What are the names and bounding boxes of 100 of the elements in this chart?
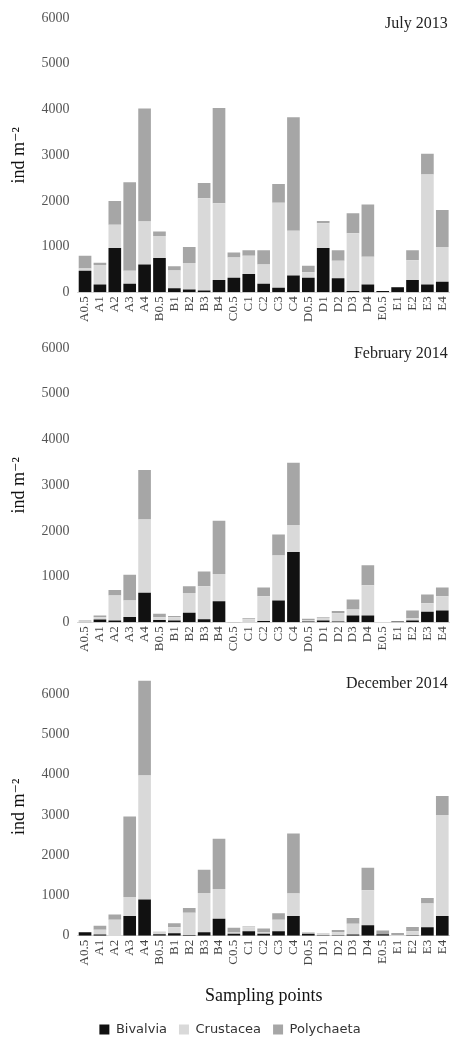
x-tick-label: C3	[269, 296, 285, 312]
x-tick-label: A4	[136, 939, 151, 956]
chart-title: December 2014	[345, 674, 448, 692]
x-tick-label: C4	[284, 295, 300, 312]
x-axis-title: Sampling points	[204, 984, 323, 1005]
x-tick-label: B1	[165, 296, 181, 312]
y-tick-label: 3000	[41, 476, 70, 492]
x-tick-label: E0.5	[374, 626, 390, 651]
x-tick-label: E2	[403, 296, 419, 311]
y-tick-label: 4000	[41, 101, 70, 117]
x-tick-label: D0.5	[299, 626, 315, 652]
y-tick-label: 5000	[41, 385, 70, 401]
y-tick-label: 3000	[41, 806, 70, 822]
x-tick-label: A1	[91, 626, 107, 643]
chart-title: February 2014	[353, 344, 448, 363]
legend-label: Crustacea	[195, 1020, 262, 1036]
x-tick-label: A1	[91, 296, 107, 313]
x-tick-label: B4	[210, 295, 226, 312]
x-tick-label: A3	[121, 939, 137, 956]
x-tick-label: C3	[269, 626, 285, 642]
y-tick-label: 6000	[41, 9, 70, 25]
x-tick-label: C2	[255, 939, 271, 955]
x-tick-label: D3	[344, 296, 360, 313]
x-tick-label: D4	[359, 295, 375, 313]
x-tick-label: E2	[403, 626, 419, 641]
x-tick-label: C2	[255, 296, 271, 312]
x-tick-label: E3	[418, 626, 434, 641]
x-tick-label: E3	[418, 939, 434, 955]
x-tick-label: D4	[359, 625, 375, 643]
x-tick-label: C3	[269, 939, 285, 955]
y-tick-label: 2000	[41, 192, 70, 208]
x-tick-label: A2	[106, 626, 122, 643]
x-tick-label: E0.5	[374, 939, 390, 964]
y-tick-label: 2000	[41, 846, 70, 862]
x-tick-label: C0.5	[225, 296, 241, 322]
y-tick-label: 1000	[41, 238, 70, 254]
x-tick-label: E4	[433, 625, 449, 641]
y-tick-label: 4000	[41, 766, 70, 782]
x-tick-label: B2	[180, 939, 196, 955]
legend-label: Polychaeta	[289, 1020, 361, 1036]
x-tick-label: D2	[329, 939, 345, 956]
x-tick-label: A4	[136, 295, 151, 313]
x-tick-label: C1	[240, 296, 256, 312]
x-tick-label: D1	[314, 939, 330, 956]
y-axis-title: ind m⁻²	[7, 126, 28, 184]
x-tick-label: B2	[180, 626, 196, 642]
x-tick-label: E2	[403, 939, 419, 955]
x-tick-label: E4	[433, 295, 449, 311]
x-tick-label: B3	[195, 626, 211, 642]
y-tick-label: 0	[62, 614, 70, 630]
x-tick-label: A3	[121, 626, 137, 643]
x-tick-label: A2	[106, 296, 122, 313]
x-tick-label: A1	[91, 939, 107, 956]
x-tick-label: D2	[329, 296, 345, 313]
x-tick-label: B1	[165, 626, 181, 642]
x-tick-label: E1	[389, 626, 405, 641]
x-tick-label: B0.5	[150, 939, 166, 965]
x-tick-label: C4	[284, 625, 300, 642]
y-tick-label: 4000	[41, 431, 70, 447]
x-tick-label: D4	[359, 939, 375, 956]
x-tick-label: D0.5	[299, 939, 315, 966]
x-tick-label: B0.5	[150, 296, 166, 322]
x-tick-label: D3	[344, 626, 360, 643]
x-tick-label: B4	[210, 625, 226, 642]
x-tick-label: C0.5	[225, 939, 241, 965]
x-tick-label: B3	[195, 296, 211, 312]
x-tick-label: A0.5	[76, 296, 92, 322]
x-tick-label: B0.5	[150, 626, 166, 652]
x-tick-label: C0.5	[225, 626, 241, 652]
y-axis-title: ind m⁻²	[7, 456, 28, 514]
x-tick-label: D2	[329, 626, 345, 643]
y-tick-label: 6000	[41, 685, 70, 701]
legend-label: Bivalvia	[115, 1020, 167, 1036]
chart-title: July 2013	[385, 14, 448, 33]
x-tick-label: D1	[314, 296, 330, 313]
x-tick-label: A2	[106, 939, 122, 956]
x-tick-label: E1	[389, 296, 405, 311]
y-tick-label: 5000	[41, 55, 70, 71]
x-tick-label: A4	[136, 625, 151, 643]
x-tick-label: E4	[433, 939, 449, 955]
y-axis-title: ind m⁻²	[7, 778, 28, 836]
x-tick-label: C1	[240, 626, 256, 642]
x-tick-label: D3	[344, 939, 360, 956]
x-tick-label: E0.5	[374, 296, 390, 321]
x-tick-label: B1	[165, 939, 181, 955]
y-tick-label: 5000	[41, 726, 70, 742]
x-tick-label: D1	[314, 626, 330, 643]
x-tick-label: B2	[180, 296, 196, 312]
y-tick-label: 6000	[41, 339, 70, 355]
y-tick-label: 0	[62, 927, 70, 943]
x-tick-label: E1	[389, 939, 405, 955]
x-tick-label: B4	[210, 939, 226, 955]
y-tick-label: 3000	[41, 146, 70, 162]
y-tick-label: 1000	[41, 887, 70, 903]
x-tick-label: A0.5	[76, 939, 92, 966]
y-tick-label: 2000	[41, 522, 70, 538]
x-tick-label: C4	[284, 939, 300, 955]
x-tick-label: C1	[240, 939, 256, 955]
x-tick-label: A3	[121, 296, 137, 313]
x-tick-label: A0.5	[76, 626, 92, 652]
